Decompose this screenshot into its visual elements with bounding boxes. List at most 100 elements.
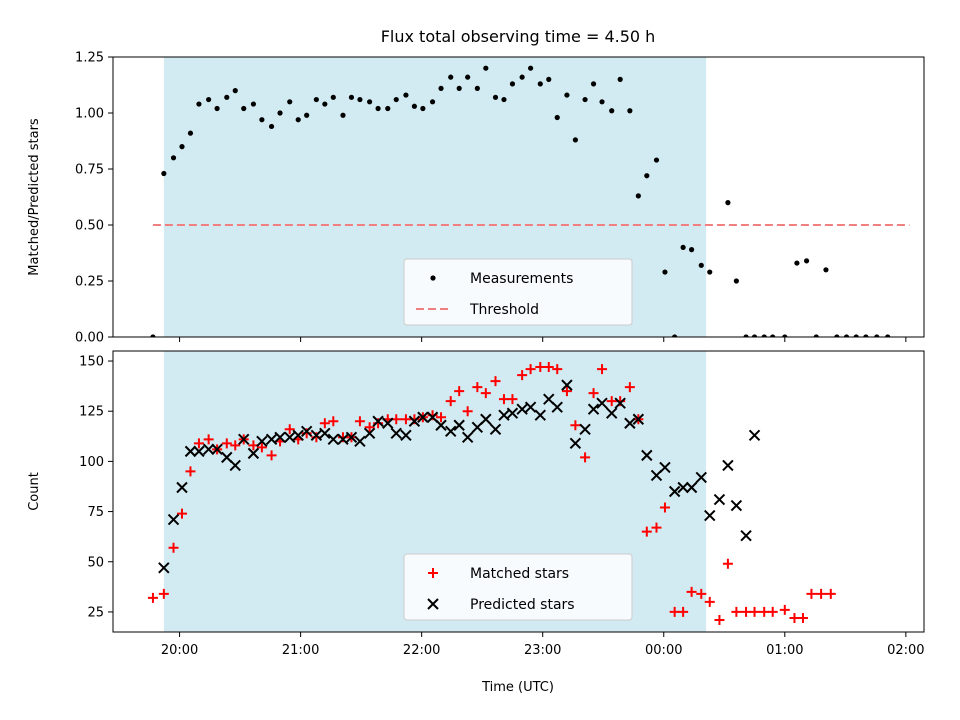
x-tick-label: 23:00	[524, 643, 561, 658]
x-axis-label: Time (UTC)	[481, 680, 554, 695]
data-point	[429, 99, 436, 105]
data-point	[411, 103, 418, 109]
data-point	[641, 526, 652, 537]
data-point	[524, 401, 537, 413]
data-point	[400, 414, 411, 425]
data-point	[535, 362, 546, 373]
data-point	[731, 606, 742, 617]
data-point	[606, 396, 617, 407]
data-point	[454, 386, 465, 397]
data-point	[582, 96, 588, 103]
data-point	[229, 459, 241, 472]
data-point	[319, 427, 331, 440]
data-point	[730, 499, 743, 512]
data-point	[238, 433, 250, 446]
data-point	[733, 278, 739, 284]
data-point	[825, 588, 836, 599]
data-point	[587, 403, 600, 415]
data-point	[569, 437, 582, 450]
data-point	[614, 397, 626, 409]
data-point	[436, 412, 447, 423]
data-point	[284, 431, 296, 444]
data-point	[250, 101, 257, 107]
data-point	[187, 130, 194, 136]
legend-label: Matched stars	[470, 566, 569, 582]
data-point	[345, 431, 358, 444]
legend-label: Measurements	[470, 271, 573, 287]
count-panel: 25 50 75 100 125 150 20:00 21:00 22:00 23:00 00:00…	[27, 350, 925, 658]
ratio-panel: 0.00 0.25 0.50 0.75 1.00 1.25 Matched/Predicte…	[27, 51, 925, 346]
data-point	[158, 588, 169, 599]
data-point	[168, 542, 179, 553]
data-point	[292, 429, 304, 442]
data-point	[465, 74, 471, 80]
legend-marker	[427, 598, 439, 610]
data-point	[627, 108, 633, 114]
data-point	[327, 433, 340, 446]
data-point	[274, 431, 286, 444]
data-point	[474, 85, 480, 91]
data-point	[268, 123, 275, 130]
x-tick-label: 02:00	[887, 643, 924, 658]
chart-title: Flux total observing time = 4.50 h	[381, 27, 656, 46]
legend-box	[403, 258, 633, 326]
data-point	[203, 434, 214, 445]
data-point	[794, 260, 800, 266]
data-point	[659, 502, 670, 513]
legend-box	[403, 553, 633, 621]
data-point	[221, 438, 232, 449]
data-point	[767, 606, 778, 617]
data-point	[214, 105, 220, 112]
data-point	[489, 423, 502, 435]
legend-marker	[430, 275, 436, 281]
data-point	[749, 606, 760, 617]
data-point	[363, 427, 376, 440]
data-point	[743, 334, 749, 337]
data-point	[834, 334, 840, 337]
data-point	[295, 117, 301, 123]
data-point	[632, 413, 645, 425]
data-point	[417, 411, 429, 423]
markers-group	[147, 362, 836, 625]
data-point	[552, 364, 563, 375]
data-point	[748, 429, 761, 442]
data-point	[354, 416, 365, 427]
data-point	[653, 157, 660, 163]
legend-label: Predicted stars	[470, 597, 575, 613]
data-point	[525, 364, 536, 375]
data-point	[874, 334, 880, 337]
data-point	[400, 429, 412, 442]
legend: Matched stars Predicted stars	[403, 553, 633, 621]
y-tick-label: 75	[87, 505, 104, 520]
data-point	[211, 443, 223, 456]
data-point	[813, 334, 819, 337]
y-tick-label: 1.25	[75, 51, 104, 66]
data-point	[448, 74, 454, 80]
data-point	[572, 137, 578, 143]
markers-group	[150, 65, 891, 337]
data-point	[490, 376, 501, 387]
data-point	[609, 108, 615, 114]
data-point	[438, 85, 444, 91]
data-point	[546, 76, 552, 82]
data-point	[498, 409, 510, 421]
x-tick-label: 00:00	[645, 643, 682, 658]
data-point	[722, 558, 733, 569]
data-point	[651, 522, 662, 533]
data-point	[445, 396, 456, 407]
data-point	[782, 334, 788, 337]
data-point	[196, 101, 202, 107]
data-point	[863, 334, 869, 337]
data-point	[420, 105, 426, 112]
data-point	[193, 445, 205, 458]
data-point	[713, 493, 726, 506]
data-point	[678, 606, 689, 617]
data-point	[714, 614, 725, 625]
data-point	[224, 94, 230, 100]
data-point	[150, 334, 156, 337]
data-point	[507, 394, 518, 405]
data-point	[364, 422, 375, 433]
data-point	[259, 117, 265, 123]
y-tick-label: 50	[87, 555, 104, 570]
data-point	[680, 244, 686, 250]
